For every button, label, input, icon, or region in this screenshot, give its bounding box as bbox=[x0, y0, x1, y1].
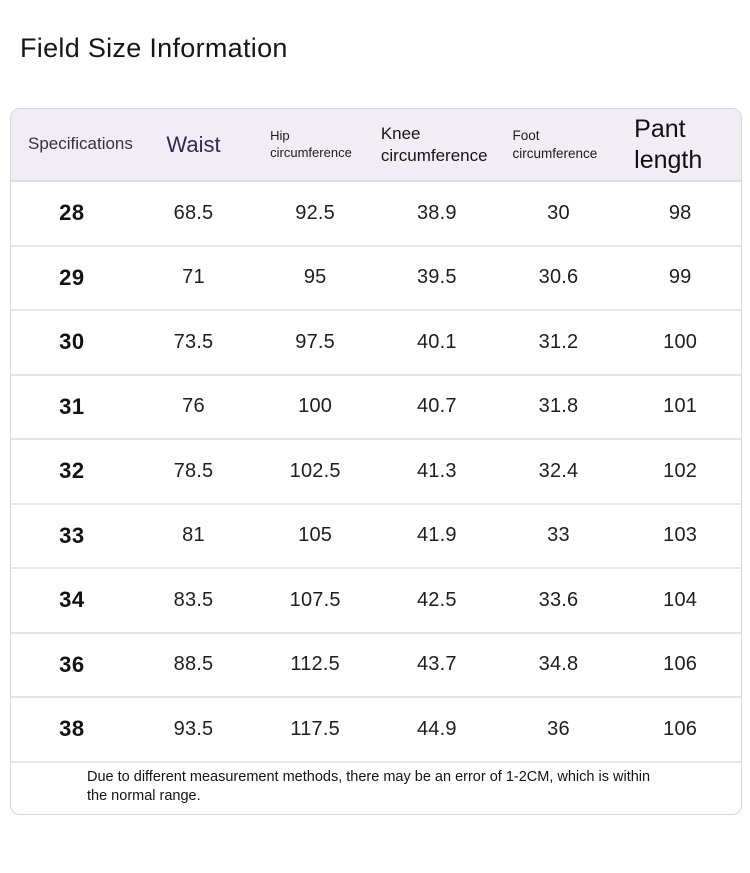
cell-specifications: 32 bbox=[59, 458, 85, 484]
table-note-text: Due to different measurement methods, th… bbox=[87, 768, 651, 804]
size-table: Specifications Waist Hip circumference K… bbox=[10, 108, 742, 815]
table-row: 38 93.5 117.5 44.9 36 106 bbox=[11, 696, 741, 761]
column-header-label: Waist bbox=[166, 131, 221, 157]
cell-foot: 30.6 bbox=[538, 266, 579, 289]
cell-foot: 32.4 bbox=[538, 459, 579, 482]
cell-knee: 41.3 bbox=[416, 459, 457, 482]
cell-pant: 102 bbox=[663, 459, 698, 482]
cell-pant: 106 bbox=[663, 717, 698, 740]
cell-waist: 93.5 bbox=[173, 717, 214, 740]
cell-hip: 95 bbox=[303, 266, 327, 289]
column-header-label: Hip circumference bbox=[270, 127, 352, 160]
cell-pant: 99 bbox=[668, 266, 692, 289]
cell-waist: 68.5 bbox=[173, 201, 214, 224]
cell-pant: 100 bbox=[663, 330, 698, 353]
cell-hip: 100 bbox=[298, 395, 333, 418]
cell-hip: 105 bbox=[298, 524, 333, 547]
cell-waist: 83.5 bbox=[173, 588, 214, 611]
cell-specifications: 38 bbox=[59, 716, 85, 742]
page-title: Field Size Information bbox=[20, 33, 288, 63]
cell-foot: 33 bbox=[547, 524, 570, 547]
cell-foot: 31.2 bbox=[538, 330, 579, 353]
column-header-knee-circumference: Knee circumference bbox=[376, 109, 498, 180]
cell-hip: 107.5 bbox=[289, 588, 341, 611]
table-body: 28 68.5 92.5 38.9 30 98 29 71 95 39.5 30.6 99 30 73.5… bbox=[11, 180, 741, 761]
cell-waist: 88.5 bbox=[173, 653, 214, 676]
column-header-label: Specifications bbox=[28, 134, 133, 154]
column-header-label: Foot circumference bbox=[512, 127, 598, 161]
cell-knee: 43.7 bbox=[416, 653, 457, 676]
cell-waist: 78.5 bbox=[173, 459, 214, 482]
column-header-waist: Waist bbox=[133, 109, 255, 180]
cell-waist: 76 bbox=[182, 395, 205, 418]
cell-knee: 40.7 bbox=[416, 395, 457, 418]
table-row: 29 71 95 39.5 30.6 99 bbox=[11, 244, 741, 309]
cell-pant: 101 bbox=[663, 395, 698, 418]
cell-specifications: 30 bbox=[59, 329, 85, 355]
table-row: 30 73.5 97.5 40.1 31.2 100 bbox=[11, 309, 741, 374]
table-row: 34 83.5 107.5 42.5 33.6 104 bbox=[11, 567, 741, 632]
table-header-row: Specifications Waist Hip circumference K… bbox=[11, 109, 741, 180]
column-header-hip-circumference: Hip circumference bbox=[254, 109, 376, 180]
cell-specifications: 34 bbox=[59, 587, 85, 613]
cell-specifications: 36 bbox=[59, 651, 85, 677]
cell-foot: 36 bbox=[547, 717, 570, 740]
cell-specifications: 33 bbox=[59, 522, 85, 548]
cell-knee: 40.1 bbox=[416, 330, 457, 353]
cell-specifications: 31 bbox=[59, 393, 85, 419]
cell-pant: 103 bbox=[663, 524, 698, 547]
cell-hip: 102.5 bbox=[289, 459, 341, 482]
cell-foot: 31.8 bbox=[538, 395, 579, 418]
table-row: 36 88.5 112.5 43.7 34.8 106 bbox=[11, 631, 741, 696]
cell-pant: 104 bbox=[663, 588, 698, 611]
table-row: 33 81 105 41.9 33 103 bbox=[11, 502, 741, 567]
cell-pant: 106 bbox=[663, 653, 698, 676]
cell-hip: 117.5 bbox=[290, 717, 340, 740]
table-note: Due to different measurement methods, th… bbox=[11, 760, 741, 814]
cell-foot: 33.6 bbox=[538, 588, 579, 611]
cell-waist: 71 bbox=[182, 266, 205, 289]
column-header-label: Knee circumference bbox=[380, 124, 488, 165]
cell-specifications: 28 bbox=[59, 200, 85, 226]
cell-specifications: 29 bbox=[59, 264, 85, 290]
cell-knee: 39.5 bbox=[416, 266, 457, 289]
cell-foot: 34.8 bbox=[538, 653, 579, 676]
cell-foot: 30 bbox=[547, 201, 570, 224]
cell-pant: 98 bbox=[668, 201, 692, 224]
table-row: 28 68.5 92.5 38.9 30 98 bbox=[11, 180, 741, 245]
table-row: 31 76 100 40.7 31.8 101 bbox=[11, 373, 741, 438]
table-row: 32 78.5 102.5 41.3 32.4 102 bbox=[11, 438, 741, 503]
column-header-label: Pant length bbox=[634, 115, 703, 174]
cell-hip: 92.5 bbox=[295, 201, 336, 224]
cell-waist: 81 bbox=[182, 524, 205, 547]
cell-waist: 73.5 bbox=[173, 330, 214, 353]
cell-knee: 38.9 bbox=[416, 201, 457, 224]
column-header-pant-length: Pant length bbox=[619, 109, 741, 180]
cell-hip: 97.5 bbox=[295, 330, 336, 353]
column-header-specifications: Specifications bbox=[11, 109, 133, 180]
column-header-foot-circumference: Foot circumference bbox=[498, 109, 620, 180]
cell-knee: 41.9 bbox=[416, 524, 457, 547]
cell-knee: 42.5 bbox=[416, 588, 457, 611]
cell-hip: 112.5 bbox=[290, 653, 340, 676]
cell-knee: 44.9 bbox=[416, 717, 457, 740]
